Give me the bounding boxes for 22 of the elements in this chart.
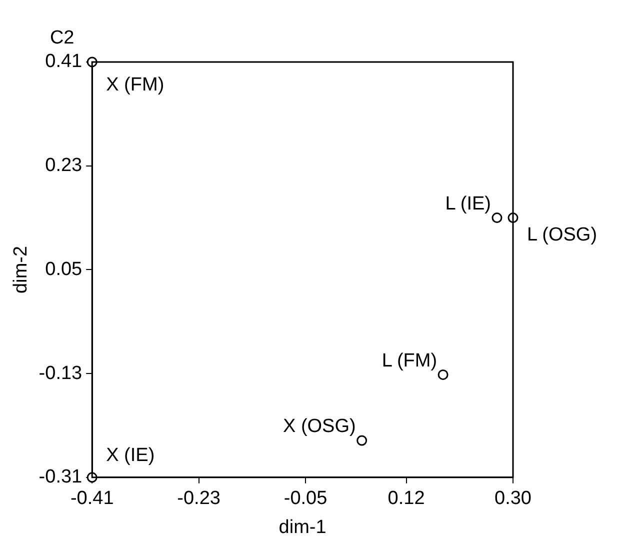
point — [438, 369, 448, 380]
x-tick-label: -0.05 — [284, 488, 328, 510]
point — [356, 435, 368, 446]
point — [492, 212, 502, 224]
y-tick-label: 0.23 — [45, 155, 82, 176]
annotation: L (OSG) — [527, 224, 598, 246]
x-tick-label: -0.41 — [70, 488, 114, 510]
x-axis-title: dim-1 — [278, 516, 326, 538]
y-tick-label: 0.41 — [45, 51, 82, 72]
x-tick-label: 0.12 — [388, 488, 425, 510]
annotation: L (FM) — [382, 350, 438, 372]
annotation: L (IE) — [445, 194, 491, 215]
y-tick-label: -0.31 — [38, 466, 82, 488]
annotation: X (OSG) — [282, 416, 356, 438]
chart-title: C2 — [50, 28, 74, 49]
y-axis-title: dim-2 — [10, 246, 32, 294]
y-tick-label: -0.13 — [38, 362, 82, 384]
y-tick-label: 0.05 — [45, 258, 82, 280]
x-tick-label: 0.30 — [494, 488, 532, 510]
x-tick-label: -0.23 — [177, 488, 220, 510]
annotation: X (IE) — [106, 445, 155, 466]
annotation: X (FM) — [106, 74, 164, 96]
